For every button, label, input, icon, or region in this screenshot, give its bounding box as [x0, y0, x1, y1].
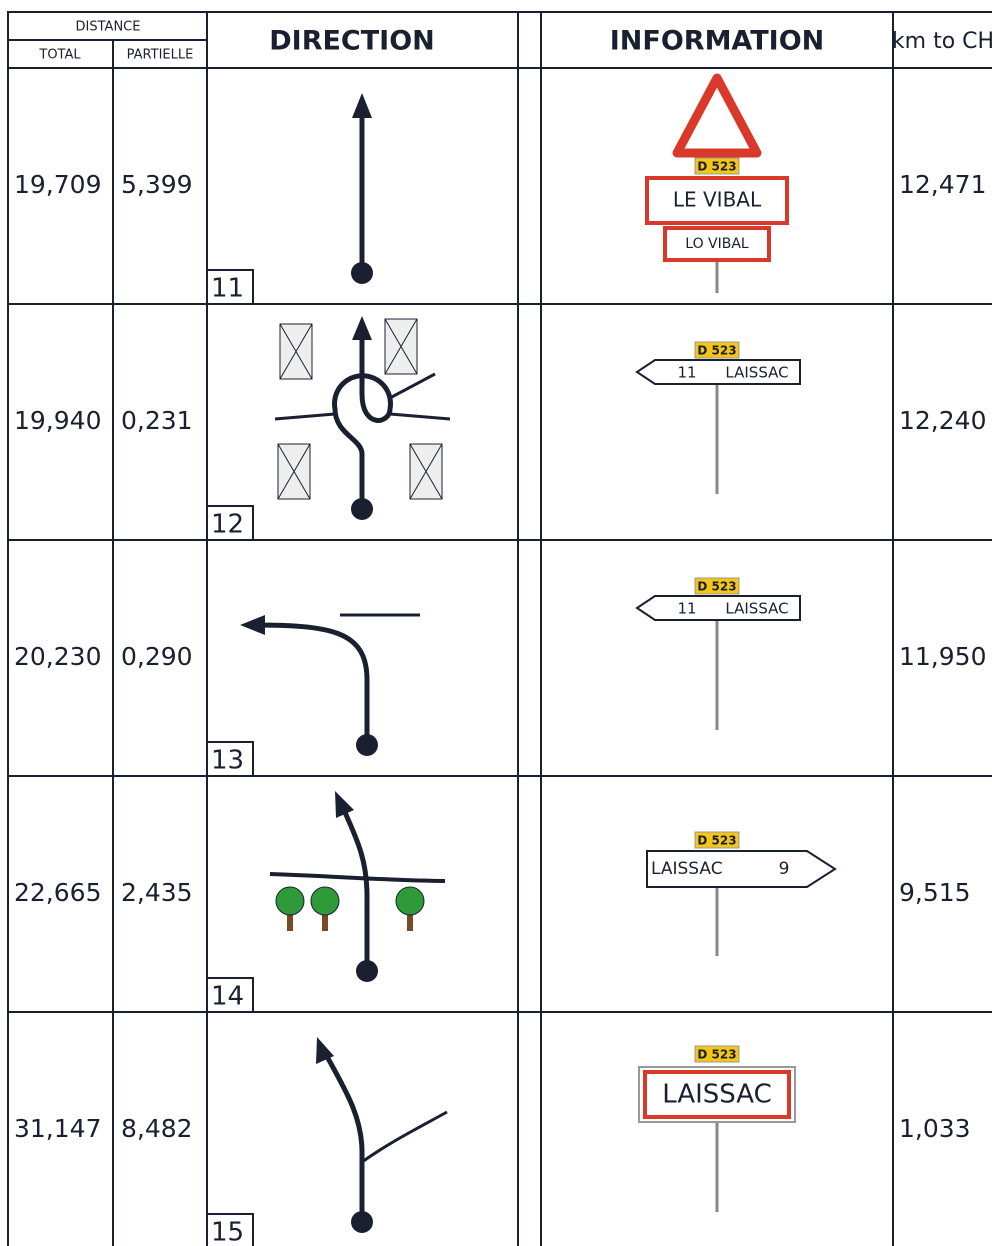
town-sign-inner	[643, 1070, 791, 1119]
sign-distance: 9	[779, 859, 790, 879]
km-to-ch: 12,240	[899, 406, 986, 435]
partial-distance: 2,435	[121, 878, 193, 907]
start-dot	[356, 734, 378, 756]
sign-distance: 11	[677, 364, 696, 382]
start-dot	[356, 960, 378, 982]
direction-header: DIRECTION	[269, 26, 435, 57]
tree	[395, 886, 425, 916]
side-road	[361, 1110, 448, 1164]
total-distance: 31,147	[14, 1114, 101, 1143]
direction-diagram	[269, 791, 446, 982]
road-plate	[694, 831, 740, 849]
box-number-frame	[206, 977, 254, 1013]
total-distance: 19,709	[14, 170, 101, 199]
sign-destination: LAISSAC	[651, 859, 723, 879]
road-number: D 523	[697, 160, 736, 174]
side-road	[269, 872, 446, 883]
direction-diagram	[274, 316, 451, 520]
warning-sign	[672, 73, 762, 158]
box-number: 14	[211, 982, 244, 1012]
town-sign-alt	[663, 226, 771, 262]
km-to-ch: 11,950	[899, 642, 986, 671]
km-to-ch: 12,471	[899, 170, 986, 199]
tree	[310, 886, 340, 916]
total-header: TOTAL	[38, 48, 81, 63]
partial-distance: 5,399	[121, 170, 193, 199]
route-line	[332, 324, 393, 504]
route-line	[249, 622, 370, 745]
km-to-ch: 9,515	[899, 878, 971, 907]
town-name: LE VIBAL	[673, 188, 762, 212]
box-number: 11	[211, 274, 244, 304]
tree-trunk	[407, 911, 413, 931]
building-cross	[384, 318, 418, 375]
route-arrow	[316, 1037, 334, 1064]
partial-distance: 0,290	[121, 642, 193, 671]
total-distance: 22,665	[14, 878, 101, 907]
road-number: D 523	[697, 580, 736, 594]
box-number-frame	[206, 505, 254, 541]
box-number: 15	[211, 1218, 244, 1246]
side-road	[274, 372, 451, 421]
road-number: D 523	[697, 344, 736, 358]
direction-diagram	[316, 1037, 448, 1233]
km-to-ch: 1,033	[899, 1114, 971, 1143]
route-arrow	[335, 791, 354, 818]
tree	[275, 886, 305, 916]
route-arrow	[352, 93, 372, 118]
partielle-header: PARTIELLE	[127, 48, 194, 63]
route-arrow	[240, 615, 265, 635]
tree-trunk	[287, 911, 293, 931]
road-plate	[694, 577, 740, 595]
start-dot	[351, 1211, 373, 1233]
start-dot	[351, 262, 373, 284]
km-header: km to CH	[892, 29, 992, 54]
total-distance: 19,940	[14, 406, 101, 435]
town-sign	[645, 176, 789, 225]
road-plate	[694, 341, 740, 359]
partial-distance: 8,482	[121, 1114, 193, 1143]
road-number: D 523	[697, 834, 736, 848]
sign-destination: LAISSAC	[725, 600, 788, 618]
box-number-frame	[206, 741, 254, 777]
town-name: LAISSAC	[662, 1080, 772, 1110]
distance-header: DISTANCE	[76, 20, 141, 35]
building-cross	[277, 443, 311, 500]
building-cross	[279, 323, 313, 380]
header-frame	[7, 11, 992, 1246]
start-dot	[351, 498, 373, 520]
route-arrow	[352, 316, 372, 340]
tree-trunk	[322, 911, 328, 931]
partial-distance: 0,231	[121, 406, 193, 435]
direction-sign	[646, 850, 837, 888]
information-header: INFORMATION	[610, 26, 825, 57]
route-line	[319, 1045, 365, 1212]
town-name-alt: LO VIBAL	[685, 236, 749, 252]
box-number: 12	[211, 510, 244, 540]
direction-sign	[635, 359, 801, 385]
road-plate	[694, 1045, 740, 1063]
road-number: D 523	[697, 1048, 736, 1062]
sign-destination: LAISSAC	[725, 364, 788, 382]
direction-diagram	[351, 93, 373, 284]
direction-sign	[635, 595, 801, 621]
box-number: 13	[211, 746, 244, 776]
total-distance: 20,230	[14, 642, 101, 671]
direction-diagram	[240, 613, 420, 756]
box-number-frame	[206, 1213, 254, 1246]
sign-distance: 11	[677, 600, 696, 618]
road-plate	[694, 157, 740, 175]
building-cross	[409, 443, 443, 500]
